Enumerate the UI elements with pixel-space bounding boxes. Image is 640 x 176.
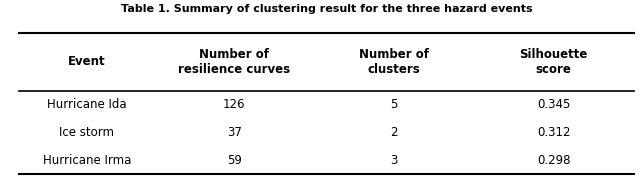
Text: 0.345: 0.345 — [537, 98, 570, 111]
Text: 5: 5 — [390, 98, 397, 111]
Text: 2: 2 — [390, 126, 397, 139]
Text: 126: 126 — [223, 98, 246, 111]
Text: Number of
clusters: Number of clusters — [359, 48, 429, 76]
Text: 3: 3 — [390, 154, 397, 167]
Text: 0.312: 0.312 — [537, 126, 570, 139]
Text: Event: Event — [68, 55, 106, 68]
Text: 59: 59 — [227, 154, 242, 167]
Text: 37: 37 — [227, 126, 242, 139]
Text: Table 1. Summary of clustering result for the three hazard events: Table 1. Summary of clustering result fo… — [120, 4, 532, 14]
Text: Number of
resilience curves: Number of resilience curves — [178, 48, 291, 76]
Text: Ice storm: Ice storm — [60, 126, 115, 139]
Text: Hurricane Ida: Hurricane Ida — [47, 98, 127, 111]
Text: 0.298: 0.298 — [537, 154, 570, 167]
Text: Silhouette
score: Silhouette score — [520, 48, 588, 76]
Text: Hurricane Irma: Hurricane Irma — [43, 154, 131, 167]
